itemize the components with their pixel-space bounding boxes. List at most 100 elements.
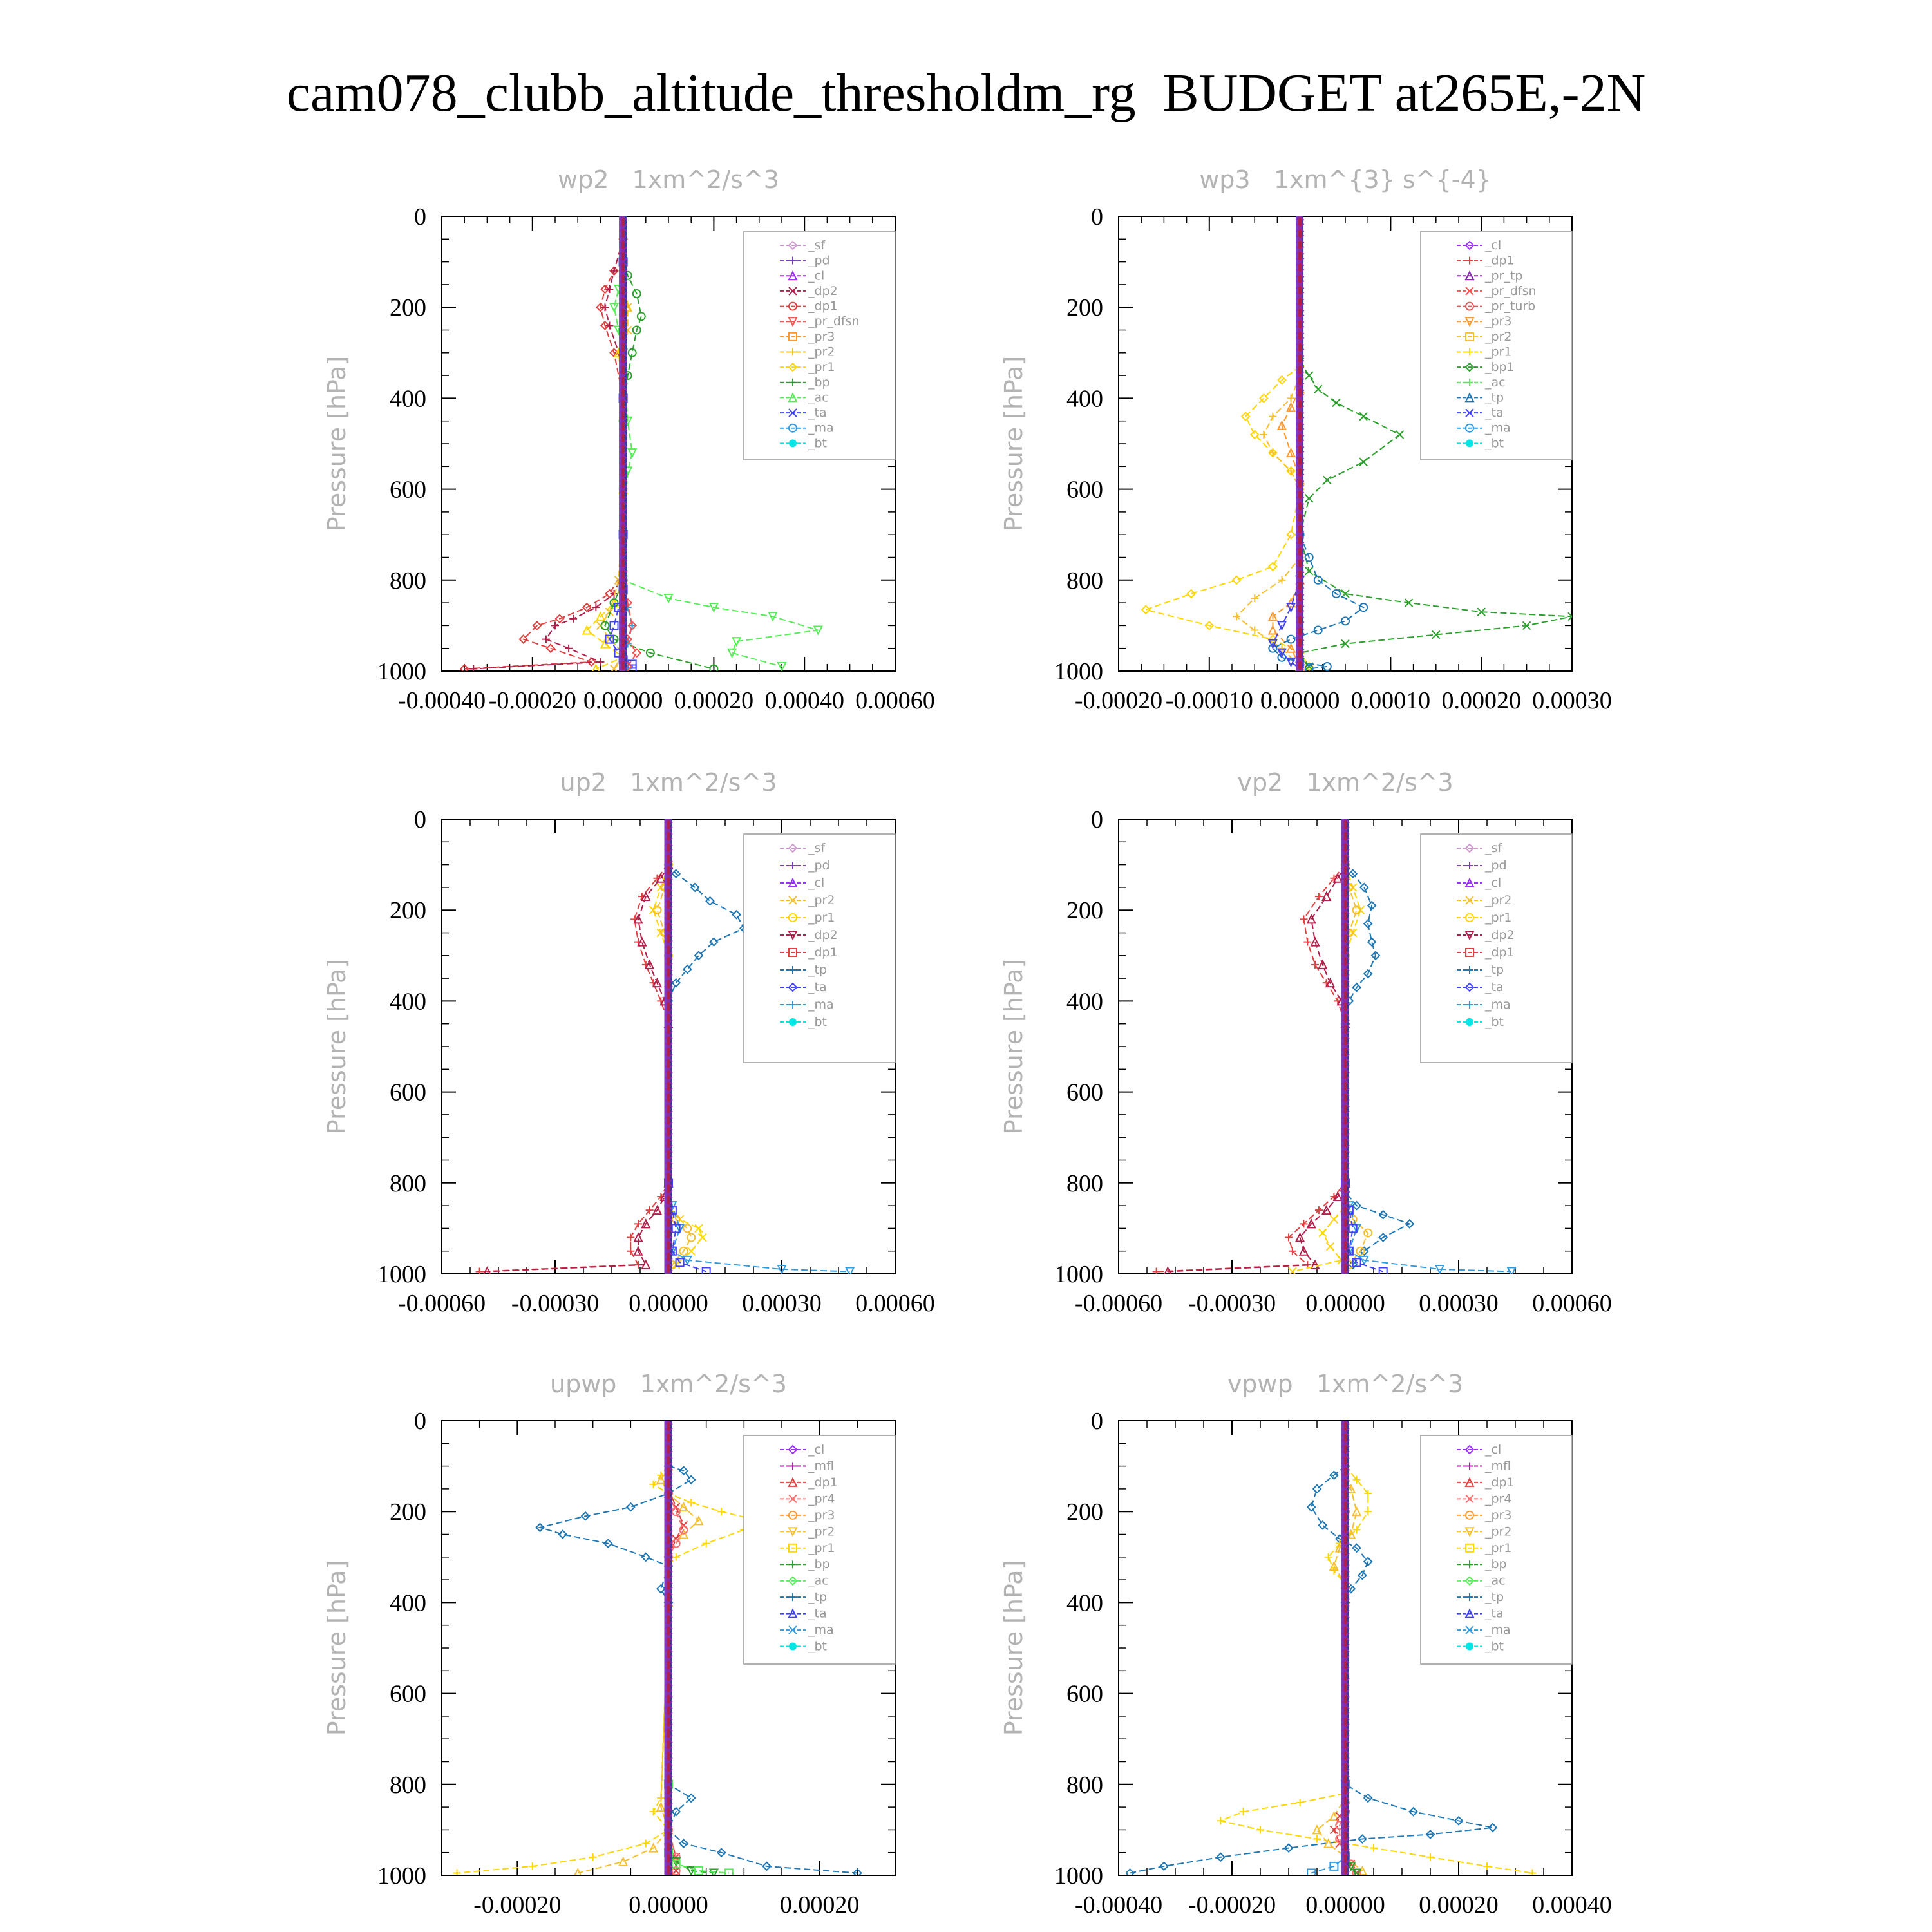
zero-marker — [1295, 553, 1305, 562]
data-point — [627, 348, 637, 357]
zero-marker — [1295, 216, 1305, 221]
zero-marker — [618, 216, 628, 221]
data-point — [702, 1539, 710, 1548]
legend-label: _ma — [1484, 998, 1511, 1012]
series-line — [1218, 1465, 1533, 1874]
zero-marker — [1341, 1042, 1350, 1051]
zero-marker — [1295, 234, 1305, 244]
zero-marker — [664, 1757, 673, 1766]
zero-marker — [664, 1564, 673, 1573]
legend-item: _ma — [780, 421, 834, 435]
y-tick-label: 0 — [1091, 1408, 1103, 1435]
x-tick-label: 0.00000 — [1260, 687, 1340, 714]
x-tick-label: -0.00060 — [398, 1290, 486, 1317]
zero-marker — [1341, 1620, 1350, 1630]
data-point — [671, 1507, 681, 1517]
data-point — [1404, 598, 1414, 607]
data-point — [708, 603, 719, 613]
zero-marker — [1341, 1768, 1350, 1777]
data-point — [1256, 1826, 1264, 1834]
legend-label: _pr1 — [808, 360, 835, 374]
data-point — [1239, 1808, 1247, 1816]
zero-marker — [1295, 337, 1305, 346]
zero-marker — [1341, 1019, 1350, 1028]
panel-up2: up2 1xm^2/s^3 Pressure [hPa] 0 200 400 600 800… — [323, 768, 935, 1317]
y-tick-label: 800 — [390, 1772, 426, 1799]
data-point — [671, 1539, 681, 1548]
x-tick-label: -0.00010 — [1166, 687, 1253, 714]
zero-marker — [664, 1427, 673, 1437]
legend-item: _ta — [1457, 1607, 1504, 1621]
data-point — [1364, 1508, 1372, 1516]
data-point — [633, 1245, 643, 1256]
legend-marker — [788, 1494, 797, 1504]
data-point — [645, 959, 655, 969]
zero-marker — [618, 610, 628, 619]
y-tick-label: 1000 — [377, 1862, 426, 1889]
data-point — [627, 659, 637, 669]
zero-marker — [618, 393, 628, 403]
zero-marker — [664, 1654, 673, 1664]
data-point — [1285, 643, 1296, 653]
zero-marker — [618, 632, 628, 641]
legend-box — [1420, 1435, 1573, 1665]
legend-label: _tp — [808, 963, 827, 977]
legend-marker — [788, 1477, 798, 1487]
data-point — [558, 1530, 568, 1539]
data-point — [632, 325, 641, 335]
data-point — [1395, 430, 1405, 439]
data-point — [1269, 412, 1277, 421]
legend-item: _sf — [780, 841, 826, 855]
zero-marker — [1341, 928, 1350, 938]
legend-item: _pr4 — [780, 1492, 835, 1506]
zero-marker — [664, 1746, 673, 1755]
legend-item: _pr1 — [1457, 345, 1511, 359]
legend-marker — [788, 287, 797, 296]
zero-marker — [664, 905, 673, 914]
zero-marker — [664, 1712, 673, 1721]
zero-marker — [664, 1235, 673, 1244]
legend-marker — [1464, 931, 1475, 941]
zero-marker — [1341, 1189, 1350, 1199]
y-tick-label: 0 — [414, 806, 426, 833]
zero-marker — [618, 371, 628, 380]
zero-marker — [1295, 359, 1305, 369]
data-point — [1318, 1228, 1327, 1238]
zero-marker — [1341, 1587, 1350, 1596]
zero-marker — [1295, 348, 1305, 357]
legend-marker — [1465, 1510, 1474, 1520]
zero-marker — [618, 598, 628, 607]
zero-marker — [1341, 819, 1350, 824]
data-point — [649, 1808, 658, 1816]
legend-label: _mfl — [1484, 1459, 1511, 1473]
data-point — [641, 1218, 651, 1229]
zero-marker — [1341, 1507, 1350, 1516]
x-tick-label: -0.00030 — [1188, 1290, 1276, 1317]
zero-marker — [1295, 450, 1305, 460]
zero-marker — [618, 507, 628, 516]
data-point — [1304, 371, 1314, 380]
y-tick-label: 1000 — [1054, 1261, 1103, 1288]
zero-marker — [664, 1632, 673, 1642]
zero-marker — [1341, 974, 1350, 983]
zero-marker — [1341, 1473, 1350, 1482]
data-point — [605, 321, 614, 330]
legend-label: _ta — [1484, 406, 1504, 420]
data-point — [1267, 625, 1278, 635]
plot-area — [453, 1421, 862, 1875]
data-point — [1370, 951, 1381, 961]
data-point — [1258, 393, 1269, 403]
legend: _cl _mfl _dp1 _pr4 _pr3 _pr2 _pr1 _bp _ac _tp _ta _… — [1420, 1435, 1573, 1665]
legend-marker — [789, 439, 797, 448]
zero-marker — [664, 819, 673, 824]
data-point — [679, 1246, 688, 1256]
legend-label: _ta — [1484, 1607, 1504, 1621]
legend-label: _ta — [808, 1607, 827, 1621]
legend-marker — [1464, 270, 1475, 281]
zero-marker — [664, 1155, 673, 1165]
legend-marker — [789, 1642, 797, 1651]
zero-marker — [1295, 439, 1305, 448]
zero-marker — [1341, 985, 1350, 994]
data-point — [694, 1224, 703, 1233]
data-point — [1352, 982, 1362, 992]
